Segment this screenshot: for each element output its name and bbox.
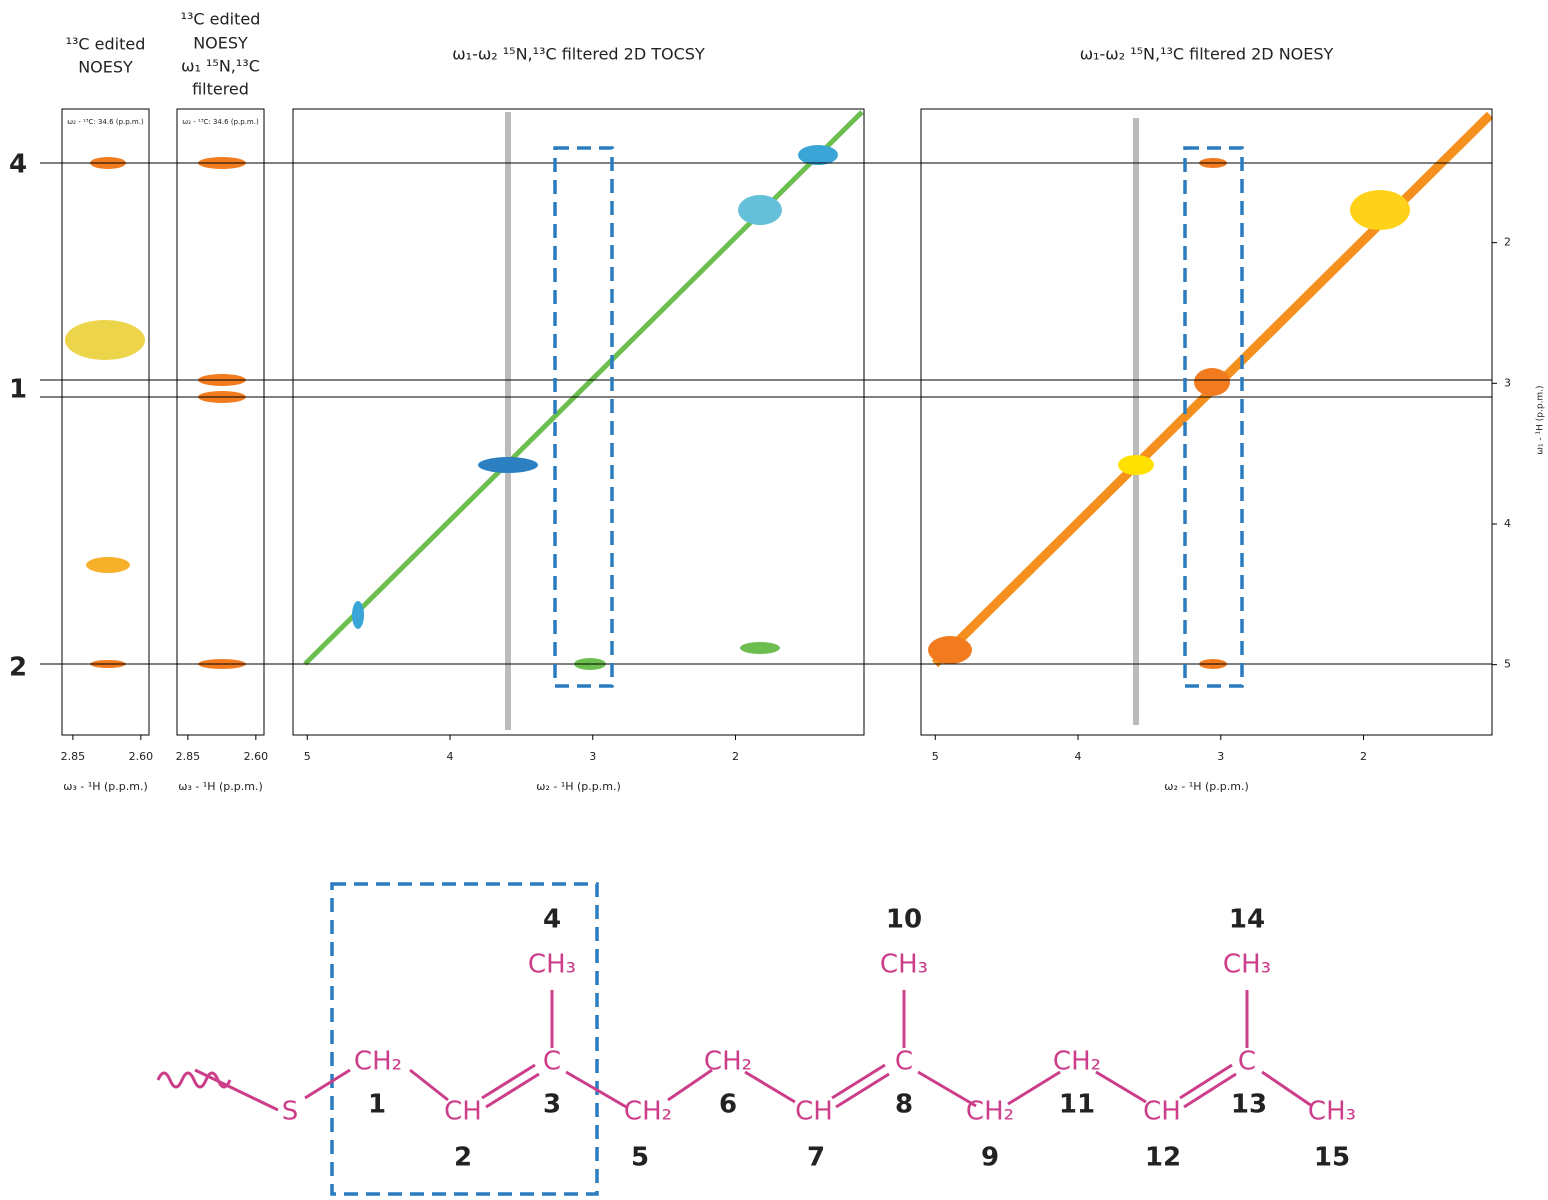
x-axis-label: ω₂ - ¹H (p.p.m.) — [536, 780, 621, 793]
panel-title: filtered — [192, 80, 249, 99]
x-tick-label: 2.60 — [129, 750, 154, 763]
x-tick-label: 2 — [732, 750, 739, 763]
x-tick-label: 3 — [589, 750, 596, 763]
y-tick-label: 2 — [1504, 236, 1511, 249]
atom-group: CH₂ — [704, 1047, 752, 1077]
panel-frame — [61, 108, 150, 736]
atom-group: CH₂ — [1053, 1047, 1101, 1077]
atom-group: CH — [444, 1097, 482, 1127]
y-tick-label: 3 — [1504, 376, 1511, 389]
panel-title: NOESY — [78, 58, 133, 77]
decor — [40, 110, 1494, 1196]
atom-number: 13 — [1231, 1090, 1267, 1120]
atom-group: CH — [795, 1097, 833, 1127]
y-axis-label: ω₁ - ¹H (p.p.m.) — [1536, 385, 1546, 454]
x-tick-label: 5 — [304, 750, 311, 763]
layers: ¹³C edited NOESY ω₂ - ¹³C: 34.6 (p.p.m.) ω₃… — [9, 10, 1546, 1173]
atom-number: 4 — [543, 905, 561, 935]
atom-group: C — [543, 1047, 561, 1077]
y-tick-label: 4 — [1504, 517, 1511, 530]
atom-number: 15 — [1314, 1143, 1350, 1173]
atom-group: C — [1238, 1047, 1256, 1077]
x-tick-label: 2.60 — [244, 750, 269, 763]
x-tick-label: 5 — [932, 750, 939, 763]
atom-group: S — [282, 1097, 299, 1127]
atom-number: 2 — [454, 1143, 472, 1173]
x-axis-label: ω₂ - ¹H (p.p.m.) — [1164, 780, 1249, 793]
panel-title: NOESY — [193, 34, 248, 53]
atom-group: CH₂ — [624, 1097, 672, 1127]
atom-number: 7 — [807, 1143, 825, 1173]
x-tick-label: 2.85 — [176, 750, 201, 763]
row-label: 2 — [9, 653, 27, 683]
atom-number: 9 — [981, 1143, 999, 1173]
atom-group: CH₃ — [1223, 950, 1271, 980]
atom-group: CH₃ — [880, 950, 928, 980]
x-tick-label: 3 — [1217, 750, 1224, 763]
panel-title: ω₁-ω₂ ¹⁵N,¹³C filtered 2D NOESY — [1080, 45, 1334, 64]
panel-title: ω₁ ¹⁵N,¹³C — [181, 57, 260, 76]
atom-number: 8 — [895, 1090, 913, 1120]
x-tick-label: 2 — [1360, 750, 1367, 763]
y-tick-label: 5 — [1504, 658, 1511, 671]
atom-group: C — [895, 1047, 913, 1077]
panel-title: ¹³C edited — [181, 10, 261, 29]
atom-number: 14 — [1229, 905, 1265, 935]
strip-label: ω₂ - ¹³C: 34.6 (p.p.m.) — [182, 118, 259, 126]
atom-number: 11 — [1059, 1090, 1095, 1120]
atom-number: 3 — [543, 1090, 561, 1120]
atom-group: CH — [1143, 1097, 1181, 1127]
panel-frame — [176, 108, 265, 736]
atom-number: 12 — [1145, 1143, 1181, 1173]
atom-group: CH₃ — [1308, 1097, 1356, 1127]
atom-group: CH₂ — [966, 1097, 1014, 1127]
panel-frame — [292, 108, 865, 736]
x-axis-label: ω₃ - ¹H (p.p.m.) — [63, 780, 148, 793]
row-label: 4 — [9, 150, 27, 180]
x-tick-label: 4 — [447, 750, 454, 763]
atom-number: 5 — [631, 1143, 649, 1173]
x-tick-label: 4 — [1075, 750, 1082, 763]
panel-title: ω₁-ω₂ ¹⁵N,¹³C filtered 2D TOCSY — [452, 45, 705, 64]
panel-title: ¹³C edited — [66, 35, 146, 54]
atom-group: CH₃ — [528, 950, 576, 980]
atom-number: 6 — [719, 1090, 737, 1120]
strip-label: ω₂ - ¹³C: 34.6 (p.p.m.) — [67, 118, 144, 126]
atom-number: 1 — [368, 1090, 386, 1120]
atom-group: CH₂ — [354, 1047, 402, 1077]
panel-frame — [920, 108, 1493, 736]
row-label: 1 — [9, 375, 27, 405]
x-axis-label: ω₃ - ¹H (p.p.m.) — [178, 780, 263, 793]
atom-number: 10 — [886, 905, 922, 935]
x-tick-label: 2.85 — [61, 750, 86, 763]
